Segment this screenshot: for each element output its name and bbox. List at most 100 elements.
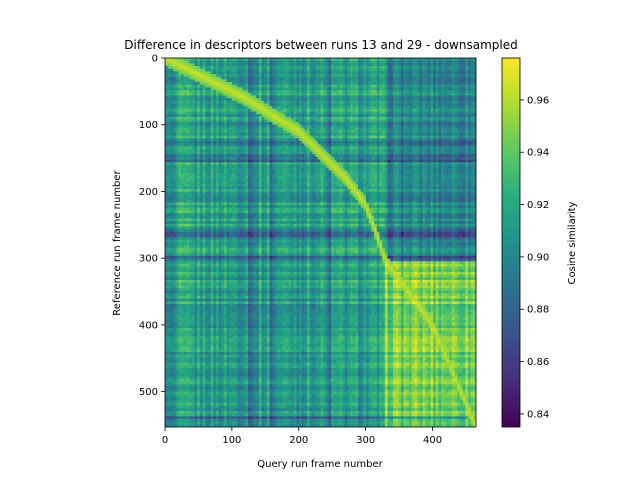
heatmap-cell <box>473 98 476 102</box>
heatmap-cell <box>438 74 442 78</box>
heatmap-cell <box>223 98 228 102</box>
heatmap-cell <box>181 111 185 115</box>
heatmap-cell <box>232 84 236 89</box>
heatmap-cell <box>245 84 249 89</box>
heatmap-cell <box>223 92 228 97</box>
heatmap-cell <box>459 82 464 86</box>
heatmap-cell <box>186 68 190 72</box>
heatmap-cell <box>323 92 327 97</box>
heatmap-cell <box>253 108 257 113</box>
heatmap-cell <box>392 82 397 86</box>
heatmap-cell <box>411 84 415 89</box>
heatmap-cell <box>438 82 442 86</box>
heatmap-cell <box>250 106 255 110</box>
heatmap-cell <box>197 90 201 94</box>
heatmap-cell <box>352 108 356 113</box>
heatmap-cell <box>449 79 453 83</box>
heatmap-cell <box>309 68 314 72</box>
heatmap-cell <box>269 95 273 99</box>
heatmap-cell <box>256 82 260 86</box>
heatmap-cell <box>325 58 330 62</box>
heatmap-cell <box>296 79 300 83</box>
heatmap-cell <box>315 74 319 78</box>
heatmap-cell <box>194 95 198 99</box>
heatmap-cell <box>400 68 405 72</box>
heatmap-cell <box>320 79 324 83</box>
heatmap-cell <box>406 98 410 102</box>
heatmap-cell <box>232 66 236 70</box>
heatmap-cell <box>165 92 169 97</box>
heatmap-cell <box>403 74 407 78</box>
heatmap-cell <box>355 106 359 110</box>
heatmap-cell <box>320 100 324 105</box>
heatmap-cell <box>368 87 373 91</box>
heatmap-cell <box>280 98 284 102</box>
heatmap-cell <box>183 76 188 80</box>
heatmap-cell <box>382 76 386 80</box>
heatmap-cell <box>347 84 351 89</box>
heatmap-cell <box>173 100 177 105</box>
heatmap-cell <box>170 82 174 86</box>
heatmap-cell <box>253 90 257 94</box>
heatmap-cell <box>175 92 179 97</box>
heatmap-cell <box>419 74 423 78</box>
heatmap-cell <box>213 95 217 99</box>
heatmap-cell <box>248 79 252 83</box>
heatmap-cell <box>199 100 204 105</box>
heatmap-cell <box>223 106 228 110</box>
heatmap-cell <box>406 92 410 97</box>
heatmap-cell <box>223 103 228 107</box>
heatmap-cell <box>355 90 359 94</box>
heatmap-cell <box>197 87 201 91</box>
heatmap-cell <box>226 92 230 97</box>
heatmap-cell <box>250 114 255 118</box>
heatmap-cell <box>218 90 222 94</box>
heatmap-cell <box>323 82 327 86</box>
heatmap-cell <box>221 87 225 91</box>
heatmap-cell <box>186 79 190 83</box>
heatmap-cell <box>181 103 185 107</box>
heatmap-cell <box>336 100 340 105</box>
heatmap-cell <box>387 71 391 75</box>
heatmap-cell <box>328 103 332 107</box>
heatmap-cell <box>240 58 244 62</box>
heatmap-cell <box>414 103 418 107</box>
heatmap-cell <box>341 84 346 89</box>
heatmap-cell <box>347 79 351 83</box>
heatmap-cell <box>449 60 453 64</box>
heatmap-cell <box>339 114 343 118</box>
heatmap-cell <box>449 63 453 67</box>
heatmap-cell <box>285 82 289 86</box>
heatmap-cell <box>360 74 364 78</box>
heatmap-cell <box>366 66 370 70</box>
heatmap-cell <box>339 103 343 107</box>
heatmap-cell <box>258 79 263 83</box>
heatmap-cell <box>232 100 236 105</box>
heatmap-cell <box>288 103 292 107</box>
heatmap-cell <box>301 87 306 91</box>
heatmap-cell <box>272 66 276 70</box>
heatmap-cell <box>320 60 324 64</box>
heatmap-cell <box>173 114 177 118</box>
heatmap-cell <box>465 108 469 113</box>
heatmap-cell <box>427 98 432 102</box>
heatmap-cell <box>347 100 351 105</box>
heatmap-cell <box>280 74 284 78</box>
heatmap-cell <box>457 100 461 105</box>
heatmap-cell <box>232 108 236 113</box>
heatmap-cell <box>457 114 461 118</box>
heatmap-cell <box>253 71 257 75</box>
heatmap-cell <box>221 114 225 118</box>
heatmap-cell <box>282 92 287 97</box>
heatmap-cell <box>205 87 209 91</box>
heatmap-cell <box>368 106 373 110</box>
heatmap-cell <box>215 82 220 86</box>
heatmap-cell <box>331 84 335 89</box>
heatmap-cell <box>376 58 381 62</box>
heatmap-cell <box>205 76 209 80</box>
heatmap-cell <box>205 111 209 115</box>
heatmap-cell <box>384 98 389 102</box>
heatmap-cell <box>207 71 212 75</box>
heatmap-cell <box>331 95 335 99</box>
heatmap-cell <box>344 98 348 102</box>
